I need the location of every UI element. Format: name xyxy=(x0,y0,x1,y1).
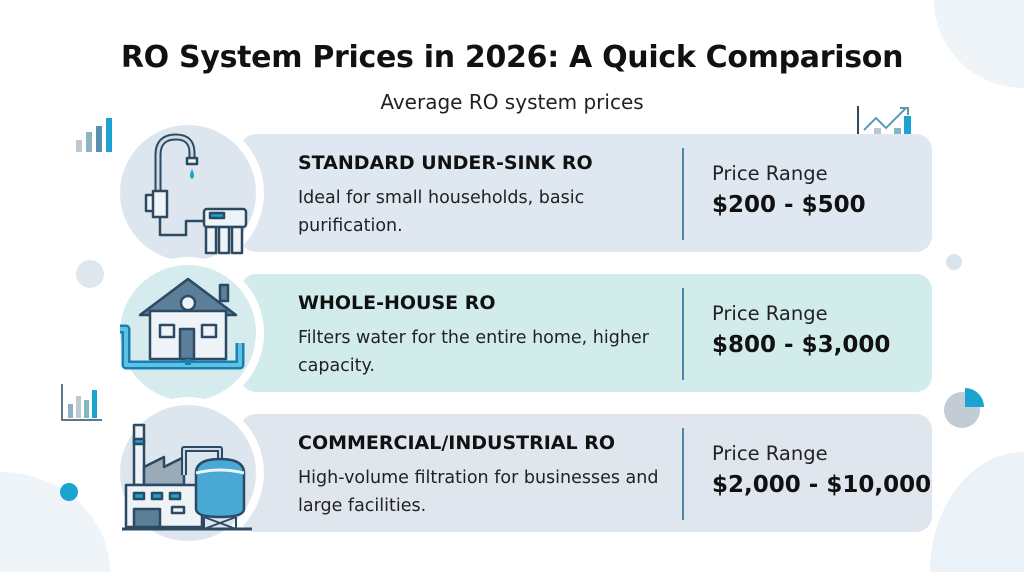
divider xyxy=(682,428,684,520)
decor-blob-bottom-right xyxy=(930,452,1024,572)
price-value: $800 - $3,000 xyxy=(712,332,891,358)
system-card-whole-house: WHOLE-HOUSE RO Filters water for the ent… xyxy=(240,274,932,392)
system-description: Filters water for the entire home, highe… xyxy=(298,328,649,376)
system-card-under-sink: STANDARD UNDER-SINK RO Ideal for small h… xyxy=(240,134,932,252)
pie-chart-icon xyxy=(944,388,984,428)
system-name: COMMERCIAL/INDUSTRIAL RO xyxy=(298,432,616,454)
decor-blob-bottom-left xyxy=(0,472,110,572)
price-label: Price Range xyxy=(712,442,828,465)
price-value: $200 - $500 xyxy=(712,192,866,218)
icon-circle xyxy=(112,257,264,409)
page-title: RO System Prices in 2026: A Quick Compar… xyxy=(120,40,904,75)
icon-circle xyxy=(112,397,264,549)
icon-circle xyxy=(112,117,264,269)
system-name: STANDARD UNDER-SINK RO xyxy=(298,152,593,174)
divider xyxy=(682,148,684,240)
system-description: High-volume filtration for businesses an… xyxy=(298,468,659,516)
price-label: Price Range xyxy=(712,162,828,185)
house-pipes-icon xyxy=(120,277,245,370)
faucet-filter-icon xyxy=(144,133,248,255)
bar-chart-icon xyxy=(76,118,112,152)
system-name: WHOLE-HOUSE RO xyxy=(298,292,496,314)
divider xyxy=(682,288,684,380)
system-card-commercial: COMMERCIAL/INDUSTRIAL RO High-volume fil… xyxy=(240,414,932,532)
decor-dot xyxy=(76,260,104,288)
price-label: Price Range xyxy=(712,302,828,325)
decor-dot xyxy=(946,254,962,270)
factory-tank-icon xyxy=(122,423,252,531)
price-value: $2,000 - $10,000 xyxy=(712,472,932,498)
page-subtitle: Average RO system prices xyxy=(380,90,644,114)
system-description: Ideal for small households, basic purifi… xyxy=(298,188,585,236)
decor-dot-accent xyxy=(60,483,78,501)
bar-chart-icon xyxy=(61,384,102,421)
